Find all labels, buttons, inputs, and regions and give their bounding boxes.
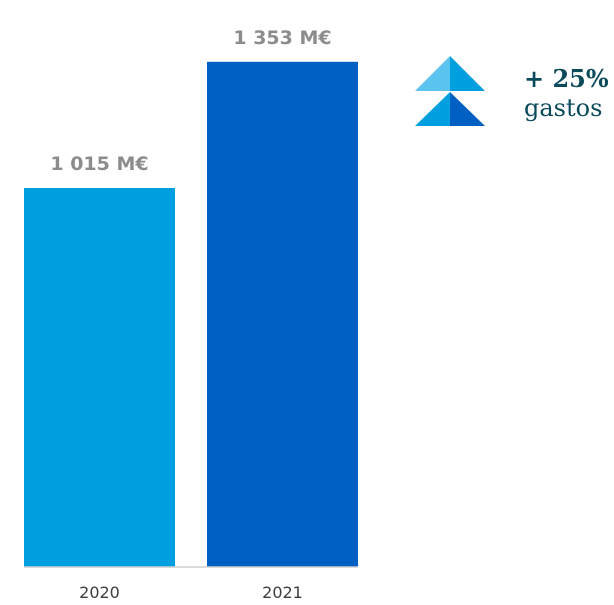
double-up-arrow-icon: [415, 56, 485, 126]
growth-annotation: + 25% gastos: [415, 56, 609, 126]
lower-arrow-left-half: [415, 92, 450, 126]
x-tick-labels-layer: 2020 2021: [79, 583, 303, 602]
value-label-2020: 1 015 M€: [50, 153, 148, 175]
value-labels-layer: 1 015 M€ 1 353 M€: [50, 27, 331, 175]
upper-arrow-left-half: [415, 56, 450, 91]
x-tick-label-2021: 2021: [262, 583, 303, 602]
bar-2020: [24, 188, 175, 567]
upper-arrow-right-half: [450, 56, 485, 91]
growth-sub-label: gastos: [524, 94, 602, 122]
value-label-2021: 1 353 M€: [233, 27, 331, 49]
growth-percent-label: + 25%: [524, 64, 609, 93]
lower-arrow-right-half: [450, 92, 485, 126]
x-tick-label-2020: 2020: [79, 583, 120, 602]
bars-layer: [24, 61, 358, 567]
bar-2021: [207, 61, 358, 567]
